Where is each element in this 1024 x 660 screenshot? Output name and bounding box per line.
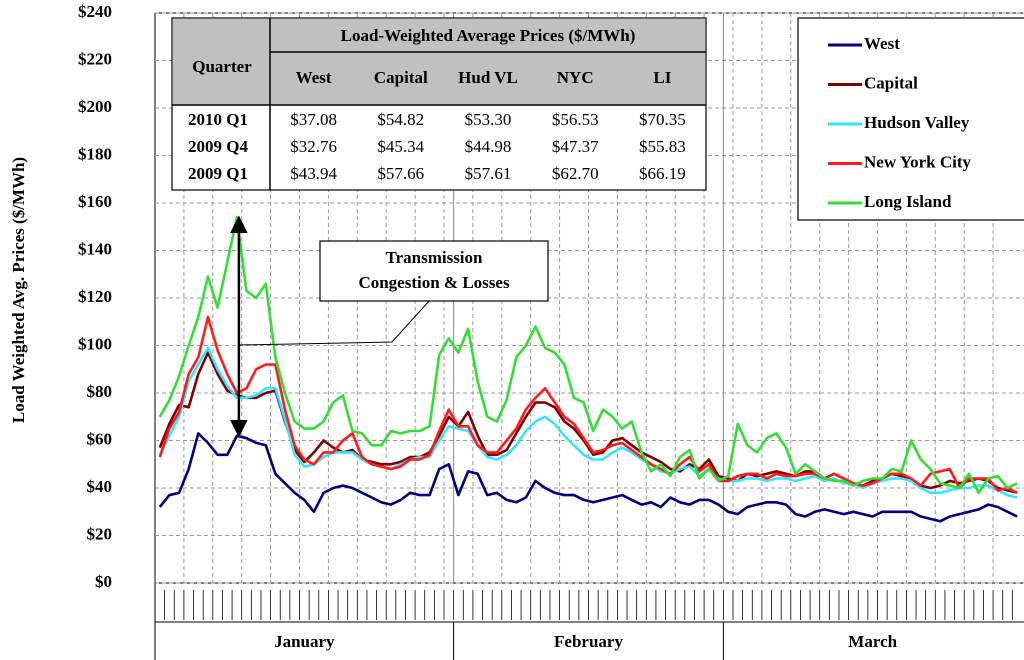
y-tick-label: $80: [87, 382, 113, 401]
y-axis-label: Load Weighted Avg. Prices ($/MWh): [9, 157, 28, 423]
table-column-header: LI: [653, 68, 671, 87]
series-line: [158, 315, 1018, 494]
table-cell: $66.19: [639, 164, 686, 183]
table-quarter: 2009 Q4: [188, 137, 248, 156]
y-tick-label: $160: [78, 192, 112, 211]
y-tick-label: $40: [87, 477, 113, 496]
table-row-header: Quarter: [192, 57, 252, 76]
legend-box: [797, 17, 1024, 221]
table-cell: $47.37: [552, 137, 599, 156]
lines: [158, 215, 1018, 523]
table-cell: $53.30: [465, 110, 512, 129]
y-tick-label: $0: [95, 572, 112, 591]
y-tick-label: $120: [78, 287, 112, 306]
series-line: [158, 351, 1018, 495]
table-column-header: Capital: [374, 68, 428, 87]
table-column-header: Hud VL: [458, 68, 518, 87]
legend-label: Hudson Valley: [864, 113, 970, 132]
series-line: [158, 432, 1018, 523]
series-line: [158, 215, 1018, 495]
legend-label: Long Island: [864, 192, 952, 211]
table-cell: $37.08: [290, 110, 337, 129]
table-cell: $56.53: [552, 110, 599, 129]
table-title: Load-Weighted Average Prices ($/MWh): [341, 26, 636, 45]
table-cell: $57.66: [377, 164, 424, 183]
table-cell: $44.98: [465, 137, 512, 156]
annotation-box: [319, 240, 549, 302]
legend-label: West: [864, 34, 900, 53]
table-header-bg: [173, 19, 705, 105]
y-tick-label: $240: [78, 2, 112, 21]
annotation-leader: [238, 299, 431, 346]
table-cell: $45.34: [377, 137, 424, 156]
table-column-header: West: [296, 68, 332, 87]
month-label: March: [848, 632, 897, 651]
annotation-text: Congestion & Losses: [358, 273, 510, 292]
table-column-header: NYC: [557, 68, 594, 87]
legend-label: New York City: [864, 152, 972, 171]
table-cell: $54.82: [377, 110, 424, 129]
table-cell: $32.76: [290, 137, 337, 156]
table-cell: $70.35: [639, 110, 686, 129]
y-tick-label: $180: [78, 144, 112, 163]
month-label: January: [274, 632, 335, 651]
y-tick-label: $20: [87, 524, 113, 543]
y-tick-label: $100: [78, 334, 112, 353]
table-cell: $57.61: [465, 164, 512, 183]
overlays: Transmission Congestion & Losses West Capit…: [171, 17, 1024, 438]
month-label: February: [554, 632, 623, 651]
table-cell: $55.83: [639, 137, 686, 156]
y-tick-label: $220: [78, 49, 112, 68]
y-tick-label: $140: [78, 239, 112, 258]
annotation-text: Transmission: [386, 248, 484, 267]
table-quarter: 2009 Q1: [188, 164, 248, 183]
y-tick-label: $200: [78, 97, 112, 116]
table-quarter: 2010 Q1: [188, 110, 248, 129]
legend-label: Capital: [864, 73, 918, 92]
table-cell: $62.70: [552, 164, 599, 183]
table-cell: $43.94: [290, 164, 337, 183]
y-tick-label: $60: [87, 429, 113, 448]
